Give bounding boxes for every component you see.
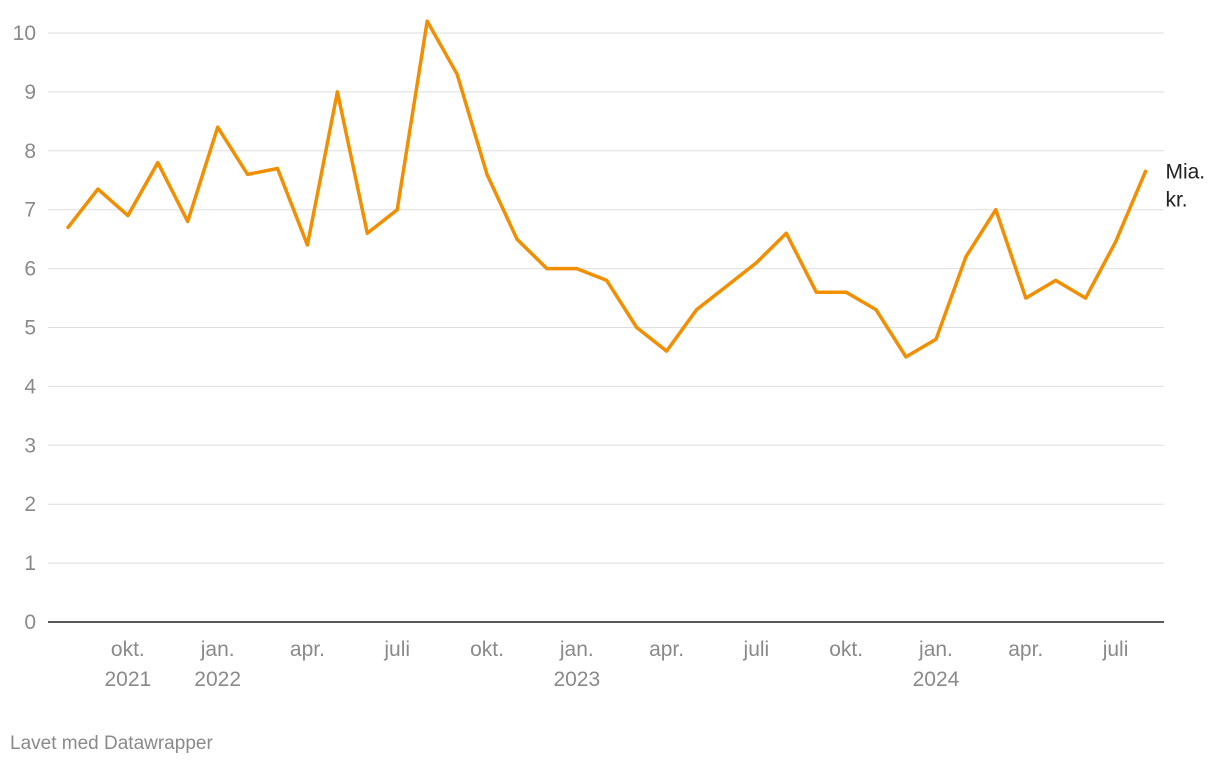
data-point (365, 231, 369, 235)
data-point (455, 72, 459, 76)
data-point (695, 308, 699, 312)
data-point (395, 208, 399, 212)
data-point (904, 355, 908, 359)
data-point (246, 172, 250, 176)
data-point (844, 290, 848, 294)
data-point (635, 326, 639, 329)
x-tick-label: juli (743, 638, 770, 661)
data-point (605, 278, 609, 282)
x-tick-month: jan. (559, 638, 594, 661)
data-point (126, 214, 130, 218)
series-labels: Mia. kr. (1165, 160, 1205, 211)
series-label-line: kr. (1165, 188, 1187, 211)
x-tick-label: apr. (290, 638, 325, 661)
data-point (425, 19, 429, 23)
data-point (874, 308, 878, 312)
x-tick-year: 2022 (194, 668, 241, 691)
x-tick-label: okt. (829, 638, 863, 661)
x-tick-month: apr. (1008, 638, 1043, 661)
x-tick-year: 2024 (913, 668, 960, 691)
x-tick-label: jan. 2024 (913, 638, 960, 691)
data-point (1024, 296, 1028, 300)
data-point (305, 243, 309, 247)
data-point (934, 337, 938, 341)
y-tick-label: 9 (24, 81, 36, 104)
data-point (724, 284, 728, 288)
x-tick-month: okt. (829, 638, 863, 661)
y-tick-label: 7 (24, 199, 36, 222)
grid-lines (48, 32, 1164, 564)
y-tick-label: 6 (24, 258, 36, 281)
data-point (784, 231, 788, 235)
x-tick-label: juli (1102, 638, 1129, 661)
y-axis-ticks: 0 1 2 3 4 5 6 7 8 9 10 (13, 22, 37, 634)
data-point (575, 267, 579, 271)
series-label-line: Mia. (1165, 160, 1205, 183)
data-point (964, 255, 968, 259)
data-point (276, 166, 280, 170)
data-point (1054, 278, 1058, 282)
data-point (96, 187, 100, 191)
x-tick-year: 2021 (105, 668, 152, 691)
y-tick-label: 4 (24, 375, 36, 398)
x-tick-month: juli (383, 638, 410, 661)
x-tick-label: jan. 2022 (194, 638, 241, 691)
data-point (994, 208, 998, 212)
footer-credit: Lavet med Datawrapper (10, 733, 213, 754)
data-point (335, 90, 339, 94)
y-tick-label: 8 (24, 140, 36, 163)
x-tick-label: okt. (470, 638, 504, 661)
data-point (186, 219, 190, 223)
data-point (66, 225, 70, 229)
y-tick-label: 1 (24, 552, 36, 575)
data-point (156, 161, 160, 165)
data-point (545, 267, 549, 271)
x-tick-month: okt. (470, 638, 504, 661)
x-tick-month: apr. (290, 638, 325, 661)
x-tick-month: jan. (200, 638, 235, 661)
data-point (814, 290, 818, 294)
y-tick-label: 10 (13, 22, 36, 45)
data-point (1143, 169, 1147, 173)
y-tick-label: 2 (24, 493, 36, 516)
x-tick-label: okt. 2021 (105, 638, 152, 691)
x-tick-label: juli (383, 638, 410, 661)
series-line (66, 19, 1148, 359)
x-tick-label: apr. (1008, 638, 1043, 661)
data-point (1084, 296, 1088, 300)
data-point (1114, 240, 1118, 244)
series-layer (66, 19, 1148, 359)
x-axis-ticks: okt. 2021 jan. 2022 apr. juli okt. jan. 2023 apr.… (105, 638, 1129, 691)
x-tick-label: jan. 2023 (553, 638, 600, 691)
x-tick-month: juli (743, 638, 770, 661)
data-point (515, 237, 519, 241)
y-tick-label: 0 (24, 611, 36, 634)
x-tick-month: okt. (111, 638, 145, 661)
x-tick-label: apr. (649, 638, 684, 661)
y-tick-label: 5 (24, 317, 36, 340)
data-point (216, 125, 220, 129)
data-point (665, 349, 669, 353)
x-tick-month: apr. (649, 638, 684, 661)
y-tick-label: 3 (24, 434, 36, 457)
x-tick-year: 2023 (553, 668, 600, 691)
x-tick-month: jan. (918, 638, 953, 661)
x-tick-month: juli (1102, 638, 1129, 661)
data-point (754, 261, 758, 265)
series-end-label: Mia. kr. (1165, 160, 1205, 211)
data-point (485, 172, 489, 176)
